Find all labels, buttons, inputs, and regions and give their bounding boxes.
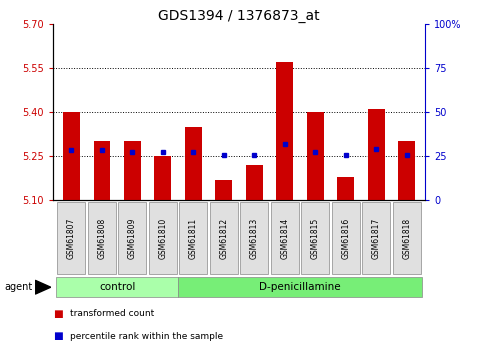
Bar (210, 201, 238, 275)
Bar (301, 201, 329, 275)
Bar (241, 201, 269, 275)
Text: agent: agent (5, 282, 33, 292)
Bar (398, 141, 415, 200)
Bar (124, 141, 141, 200)
Bar (338, 177, 354, 200)
Bar (88, 201, 116, 275)
Polygon shape (35, 280, 51, 294)
Text: GSM61813: GSM61813 (250, 217, 259, 259)
Bar (393, 201, 421, 275)
Bar (276, 62, 293, 200)
Title: GDS1394 / 1376873_at: GDS1394 / 1376873_at (158, 9, 320, 23)
Bar (57, 201, 85, 275)
Bar (185, 127, 202, 200)
Bar (215, 179, 232, 200)
Bar (271, 201, 299, 275)
Bar (149, 201, 177, 275)
Bar (118, 201, 146, 275)
Text: GSM61811: GSM61811 (189, 217, 198, 259)
Text: GSM61809: GSM61809 (128, 217, 137, 259)
Bar (94, 141, 110, 200)
Bar (155, 156, 171, 200)
Text: GSM61814: GSM61814 (280, 217, 289, 259)
Bar (56, 277, 178, 297)
Text: GSM61812: GSM61812 (219, 217, 228, 259)
Bar (332, 201, 360, 275)
Bar (246, 165, 263, 200)
Bar (368, 109, 384, 200)
Text: GSM61808: GSM61808 (98, 217, 106, 259)
Bar (178, 277, 422, 297)
Text: GSM61815: GSM61815 (311, 217, 320, 259)
Bar (307, 112, 324, 200)
Text: ■: ■ (53, 332, 63, 341)
Text: control: control (99, 282, 135, 292)
Text: GSM61810: GSM61810 (158, 217, 168, 259)
Text: transformed count: transformed count (70, 309, 154, 318)
Bar (179, 201, 207, 275)
Text: ■: ■ (53, 309, 63, 319)
Bar (362, 201, 390, 275)
Bar (63, 112, 80, 200)
Text: GSM61816: GSM61816 (341, 217, 350, 259)
Text: GSM61817: GSM61817 (372, 217, 381, 259)
Text: percentile rank within the sample: percentile rank within the sample (70, 332, 223, 341)
Text: GSM61818: GSM61818 (402, 217, 411, 259)
Text: D-penicillamine: D-penicillamine (259, 282, 341, 292)
Text: GSM61807: GSM61807 (67, 217, 76, 259)
